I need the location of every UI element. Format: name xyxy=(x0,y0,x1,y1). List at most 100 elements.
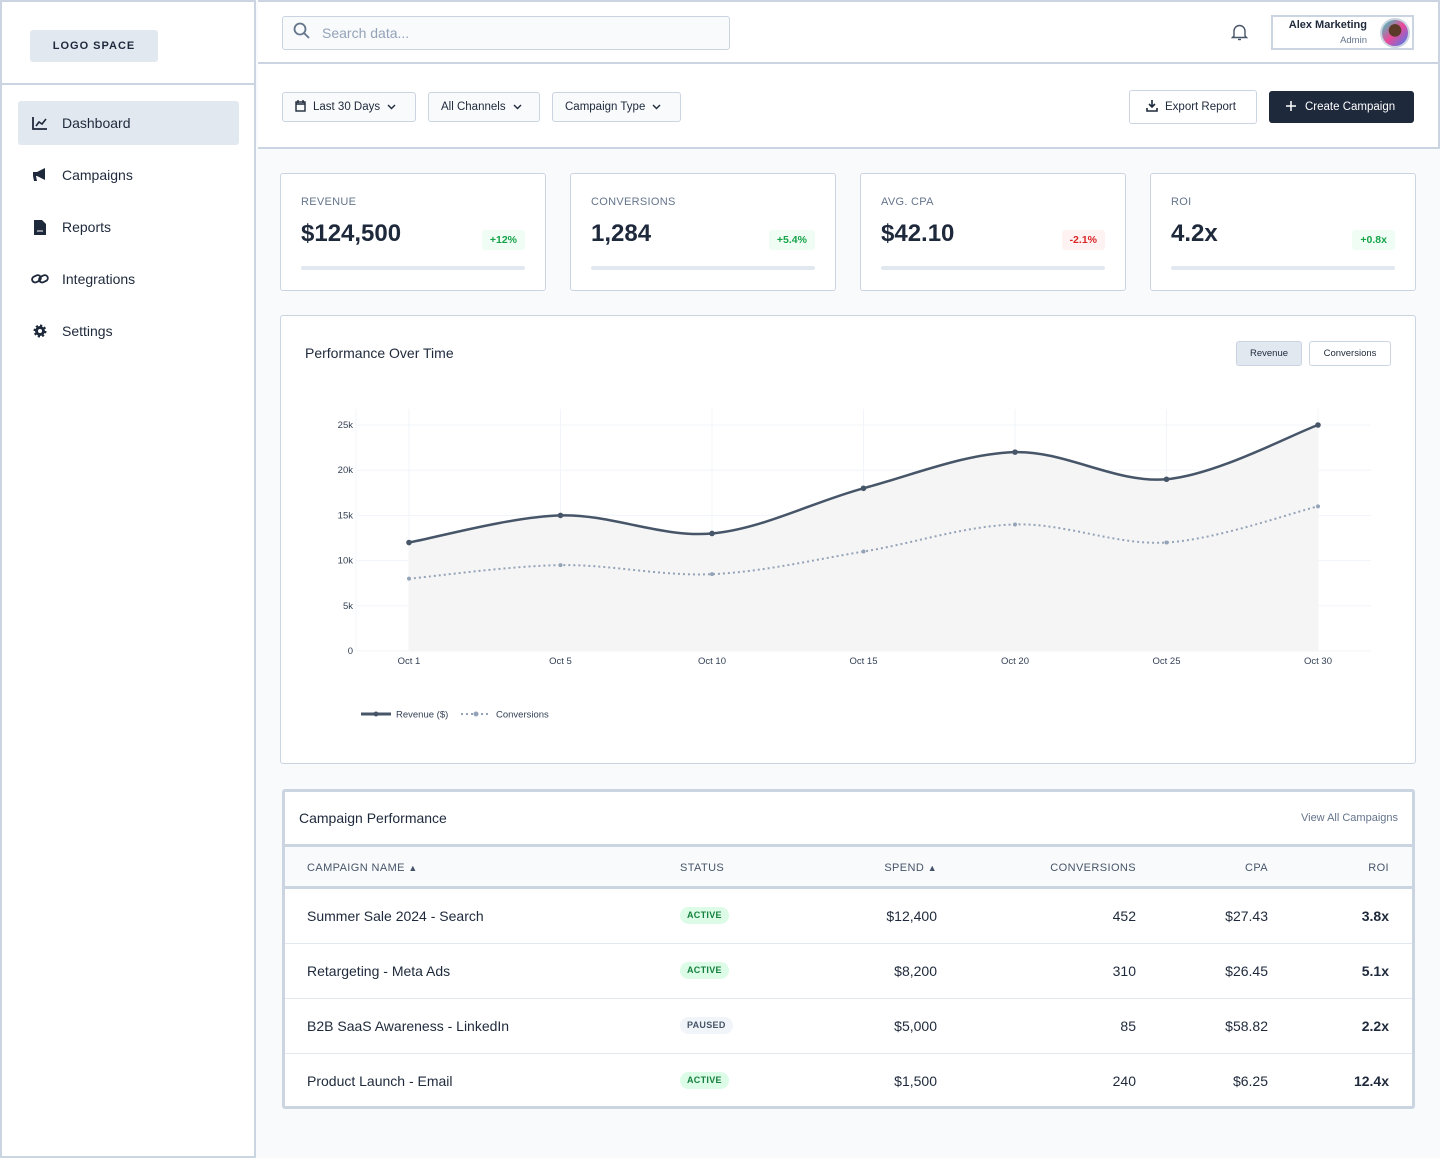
chevron-down-icon xyxy=(513,101,522,113)
chart-panel: Performance Over Time Revenue Conversion… xyxy=(280,315,1416,764)
y-tick-label: 15k xyxy=(338,510,354,521)
chart-title: Performance Over Time xyxy=(305,345,454,361)
sidebar-item-label: Campaigns xyxy=(62,167,133,183)
create-label: Create Campaign xyxy=(1305,101,1396,113)
sort-icon: ▲︎ xyxy=(408,863,418,873)
chart-line-icon xyxy=(18,116,62,130)
column-header-conversions: CONVERSIONS xyxy=(1050,862,1136,874)
kpi-bar xyxy=(301,266,525,270)
view-all-campaigns-link[interactable]: View All Campaigns xyxy=(1300,812,1398,824)
column-header-name[interactable]: CAMPAIGN NAME ▲︎ xyxy=(307,862,418,874)
data-point xyxy=(709,530,715,537)
x-tick-label: Oct 5 xyxy=(549,656,572,667)
kpi-change-badge: +0.8x xyxy=(1352,230,1395,250)
spend-cell: $1,500 xyxy=(894,1073,937,1089)
legend-marker xyxy=(373,711,379,717)
x-tick-label: Oct 25 xyxy=(1153,656,1181,667)
data-point xyxy=(1013,522,1017,527)
kpi-bar xyxy=(1171,266,1395,270)
date-range-label: Last 30 Days xyxy=(313,101,381,113)
megaphone-icon xyxy=(18,168,62,182)
roi-cell: 12.4x xyxy=(1353,1073,1389,1089)
table-row[interactable]: Retargeting - Meta Ads ACTIVE $8,200 310… xyxy=(285,944,1412,999)
link-icon xyxy=(18,273,62,285)
kpi-label: AVG. CPA xyxy=(881,196,934,208)
column-header-spend[interactable]: SPEND ▲︎ xyxy=(884,862,937,874)
data-point xyxy=(406,539,412,546)
status-badge: ACTIVE xyxy=(680,1072,729,1089)
conversions-cell: 85 xyxy=(1120,1018,1136,1034)
kpi-bar xyxy=(881,266,1105,270)
export-report-button[interactable]: Export Report xyxy=(1129,90,1257,124)
y-tick-label: 20k xyxy=(338,465,354,476)
sidebar-item-dashboard[interactable]: Dashboard xyxy=(18,101,239,145)
conversions-cell: 240 xyxy=(1112,1073,1136,1089)
data-point xyxy=(860,485,867,492)
kpi-label: REVENUE xyxy=(301,196,357,208)
y-tick-label: 25k xyxy=(338,420,354,431)
campaign-name[interactable]: B2B SaaS Awareness - LinkedIn xyxy=(307,1018,510,1034)
data-point xyxy=(710,572,714,577)
data-point xyxy=(1163,476,1170,483)
table-row[interactable]: Product Launch - Email ACTIVE $1,500 240… xyxy=(285,1054,1412,1109)
avatar xyxy=(1380,18,1410,48)
sidebar-item-campaigns[interactable]: Campaigns xyxy=(18,153,239,197)
sidebar-item-label: Dashboard xyxy=(62,115,131,131)
toggle-revenue[interactable]: Revenue xyxy=(1236,341,1302,366)
table-title: Campaign Performance xyxy=(299,810,447,826)
status-badge: PAUSED xyxy=(680,1017,733,1034)
campaign-name[interactable]: Retargeting - Meta Ads xyxy=(307,963,451,979)
y-tick-label: 5k xyxy=(343,601,353,612)
kpi-card-revenue: REVENUE $124,500 +12% xyxy=(280,173,546,291)
chevron-down-icon xyxy=(387,101,396,113)
spend-cell: $8,200 xyxy=(894,963,937,979)
search-input[interactable] xyxy=(322,25,702,41)
sidebar-item-settings[interactable]: Settings xyxy=(18,309,239,353)
kpi-value: 4.2x xyxy=(1171,220,1218,247)
sort-icon: ▲︎ xyxy=(927,863,937,873)
column-header-status: STATUS xyxy=(680,862,725,874)
data-point xyxy=(1012,449,1018,455)
x-tick-label: Oct 1 xyxy=(398,656,421,667)
table-header: CAMPAIGN NAME ▲︎ STATUS SPEND ▲︎ CONVERS… xyxy=(285,844,1412,889)
roi-cell: 2.2x xyxy=(1361,1018,1389,1034)
data-point xyxy=(1164,540,1169,545)
roi-cell: 5.1x xyxy=(1361,963,1389,979)
sidebar-item-integrations[interactable]: Integrations xyxy=(18,257,239,301)
table-row[interactable]: Summer Sale 2024 - Search ACTIVE $12,400… xyxy=(285,889,1412,944)
sidebar-item-reports[interactable]: Reports xyxy=(18,205,239,249)
campaign-type-dropdown[interactable]: Campaign Type xyxy=(552,92,681,122)
kpi-change-badge: +5.4% xyxy=(768,230,815,250)
data-point xyxy=(1316,504,1320,509)
kpi-label: CONVERSIONS xyxy=(591,196,676,208)
cpa-cell: $6.25 xyxy=(1232,1073,1268,1089)
user-menu[interactable]: Alex Marketing Admin xyxy=(1271,15,1414,50)
y-tick-label: 10k xyxy=(338,556,354,567)
status-badge: ACTIVE xyxy=(680,907,729,924)
toggle-conversions[interactable]: Conversions xyxy=(1309,341,1391,366)
sidebar-item-label: Reports xyxy=(62,219,112,235)
calendar-icon xyxy=(295,99,306,115)
table-row[interactable]: B2B SaaS Awareness - LinkedIn PAUSED $5,… xyxy=(285,999,1412,1054)
kpi-value: 1,284 xyxy=(591,220,652,247)
kpi-value: $42.10 xyxy=(881,220,955,247)
search-icon xyxy=(293,22,310,44)
performance-chart: 0 5k 10k 15k 20k 25k Oct 1 Oct 5 Oct 10 Oct 15 Oct… xyxy=(338,409,1371,721)
date-range-dropdown[interactable]: Last 30 Days xyxy=(282,92,416,122)
campaign-name[interactable]: Summer Sale 2024 - Search xyxy=(307,908,484,924)
gear-icon xyxy=(18,324,62,338)
data-point xyxy=(407,576,411,581)
data-point xyxy=(1315,422,1321,428)
y-tick-label: 0 xyxy=(348,646,353,657)
bell-icon[interactable] xyxy=(1230,23,1249,46)
cpa-cell: $26.45 xyxy=(1225,963,1268,979)
channels-label: All Channels xyxy=(441,101,506,113)
campaign-name[interactable]: Product Launch - Email xyxy=(307,1073,453,1089)
sidebar-item-label: Integrations xyxy=(62,271,136,287)
channels-dropdown[interactable]: All Channels xyxy=(428,92,540,122)
conversions-cell: 310 xyxy=(1112,963,1136,979)
kpi-change-badge: +12% xyxy=(481,230,525,250)
search-bar[interactable] xyxy=(282,16,730,50)
create-campaign-button[interactable]: Create Campaign xyxy=(1269,91,1414,123)
data-point xyxy=(557,512,564,519)
